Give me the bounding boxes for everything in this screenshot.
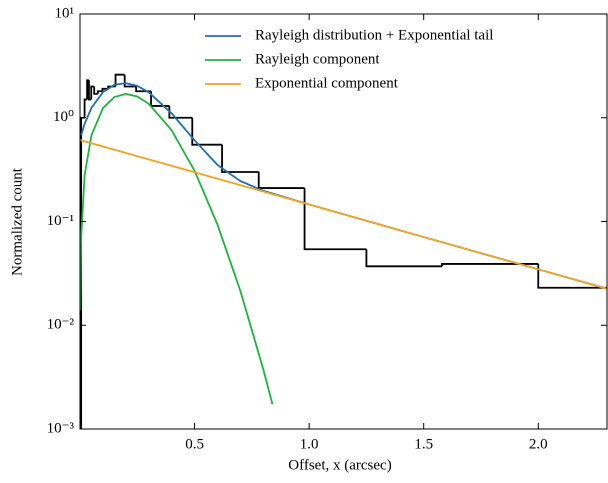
histogram-step: [123, 74, 137, 88]
y-axis-label: Normalized count: [9, 167, 25, 276]
histogram-step: [191, 117, 223, 146]
histogram-step: [90, 85, 95, 100]
histogram-step: [365, 249, 443, 268]
histogram-step: [80, 116, 85, 429]
histogram-step: [303, 188, 367, 251]
histogram-step: [257, 171, 305, 189]
y-tick-label: 10⁻¹: [47, 213, 74, 229]
line: [80, 82, 607, 290]
x-axis-label: Offset, x (arcsec): [288, 457, 391, 473]
y-tick-label: 10⁰: [53, 109, 74, 125]
histogram-step: [537, 263, 607, 289]
x-tick-label: 1.5: [414, 436, 433, 452]
line: [80, 92, 274, 405]
histogram-step: [96, 90, 103, 94]
histogram-step: [114, 73, 125, 87]
line: [80, 139, 607, 290]
histogram-step: [93, 86, 98, 95]
x-tick-label: 0.5: [185, 436, 204, 452]
y-tick-label: 10⁻²: [47, 317, 75, 333]
legend-label: Rayleigh distribution + Exponential tail: [255, 27, 493, 43]
plot-area: [80, 73, 607, 429]
histogram-step: [168, 105, 193, 119]
x-tick-label: 2.0: [529, 436, 548, 452]
x-tick-label: 1.0: [300, 436, 319, 452]
y-tick-label: 10⁻³: [47, 420, 75, 436]
histogram-step: [86, 79, 89, 100]
y-tick-label: 10¹: [55, 5, 75, 21]
legend-label: Exponential component: [255, 75, 399, 91]
histogram-step: [101, 87, 109, 92]
histogram-step: [441, 263, 539, 267]
histogram-step: [221, 144, 259, 173]
histogram-step: [83, 98, 88, 118]
legend-label: Rayleigh component: [255, 51, 380, 67]
